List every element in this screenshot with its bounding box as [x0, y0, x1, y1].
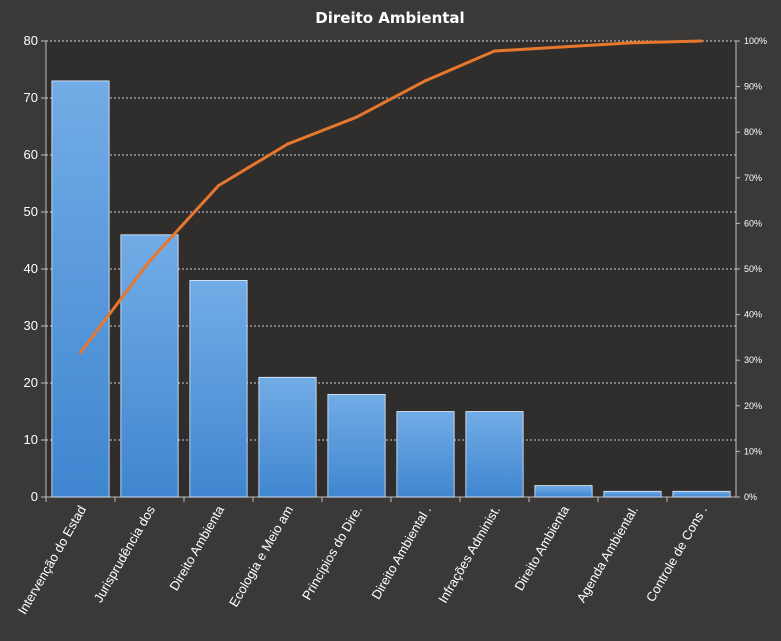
y-tick-label: 80: [24, 33, 38, 48]
y-tick-label: 50: [24, 204, 38, 219]
cumulative-point: [562, 45, 565, 49]
bar: [603, 490, 662, 498]
y2-tick-label: 70%: [744, 173, 762, 183]
cumulative-point: [79, 350, 82, 354]
bar: [465, 411, 524, 498]
y2-tick-label: 30%: [744, 355, 762, 365]
chart-title: Direito Ambiental: [315, 9, 464, 27]
cumulative-point: [631, 41, 634, 45]
cumulative-point: [424, 79, 427, 83]
bar: [396, 411, 455, 498]
y-tick-label: 10: [24, 432, 38, 447]
cumulative-point: [286, 142, 289, 146]
y2-tick-label: 10%: [744, 446, 762, 456]
bar: [672, 490, 731, 498]
y2-tick-label: 90%: [744, 82, 762, 92]
y2-tick-label: 100%: [744, 36, 767, 46]
y-tick-label: 30: [24, 318, 38, 333]
cumulative-line-layer: [79, 39, 703, 354]
bar: [258, 376, 317, 498]
cumulative-point: [493, 49, 496, 53]
bar: [327, 393, 386, 498]
y2-tick-label: 0%: [744, 492, 757, 502]
y-tick-label: 60: [24, 147, 38, 162]
cumulative-point: [148, 259, 151, 263]
y-tick-label: 70: [24, 90, 38, 105]
bar: [120, 234, 179, 498]
y2-tick-label: 20%: [744, 401, 762, 411]
cumulative-percent-line: [79, 39, 702, 354]
cumulative-point: [355, 115, 358, 119]
y2-tick-label: 40%: [744, 310, 762, 320]
y-tick-label: 0: [31, 489, 38, 504]
y2-tick-label: 60%: [744, 218, 762, 228]
bars: [51, 80, 731, 498]
bar: [51, 80, 110, 498]
y-tick-label: 40: [24, 261, 38, 276]
y2-tick-label: 80%: [744, 127, 762, 137]
bar: [189, 279, 248, 498]
cumulative-point: [217, 184, 220, 188]
bar: [534, 485, 593, 498]
cumulative-point: [700, 39, 703, 43]
y2-tick-label: 50%: [744, 264, 762, 274]
y-tick-label: 20: [24, 375, 38, 390]
